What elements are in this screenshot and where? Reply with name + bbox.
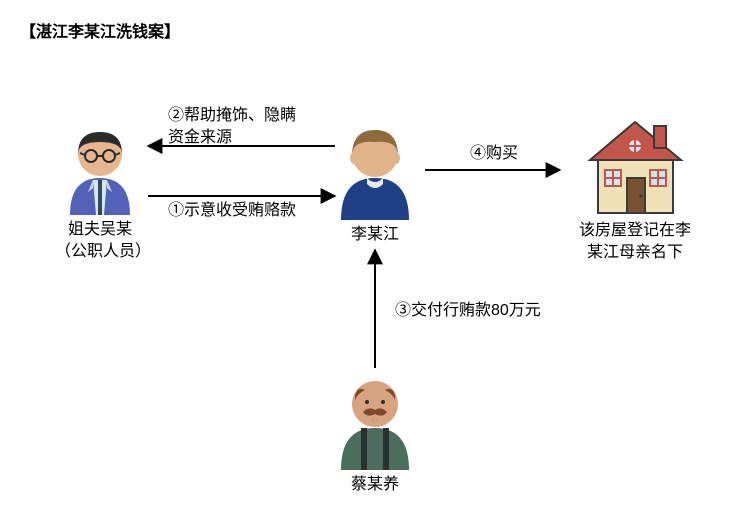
edge-label-2: ②帮助掩饰、隐瞒 资金来源 bbox=[168, 105, 296, 148]
person-casual-icon bbox=[333, 120, 417, 220]
edge-label-4: ④购买 bbox=[470, 143, 518, 165]
node-house-label-line2: 某江母亲名下 bbox=[565, 242, 705, 264]
node-house: 该房屋登记在李 某江母亲名下 bbox=[565, 108, 705, 263]
node-wu-label: 姐夫吴某 （公职人员） bbox=[55, 219, 145, 262]
node-li-label: 李某江 bbox=[330, 224, 420, 246]
node-cai: 蔡某养 bbox=[330, 370, 420, 496]
node-cai-label: 蔡某养 bbox=[330, 474, 420, 496]
edge-label-2-line1: ②帮助掩饰、隐瞒 bbox=[168, 105, 296, 127]
node-house-label-line1: 该房屋登记在李 bbox=[565, 220, 705, 242]
node-house-label: 该房屋登记在李 某江母亲名下 bbox=[565, 220, 705, 263]
edge-label-1: ①示意收受贿赂款 bbox=[168, 200, 296, 222]
node-li: 李某江 bbox=[330, 120, 420, 246]
edge-label-3: ③交付行贿款80万元 bbox=[395, 300, 541, 322]
node-wu: 姐夫吴某 （公职人员） bbox=[55, 120, 145, 262]
person-moustache-icon bbox=[333, 370, 417, 470]
node-wu-label-line1: 姐夫吴某 bbox=[55, 219, 145, 241]
house-icon bbox=[578, 108, 693, 216]
edge-label-2-line2: 资金来源 bbox=[168, 127, 296, 149]
person-official-icon bbox=[60, 120, 140, 215]
node-wu-label-line2: （公职人员） bbox=[55, 241, 145, 263]
